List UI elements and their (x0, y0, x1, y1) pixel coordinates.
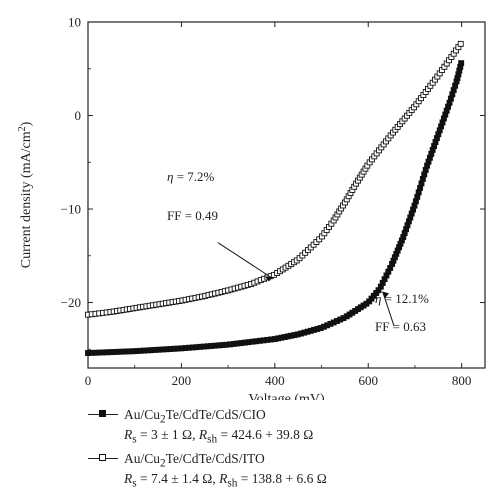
axis-ticks: 0 200 400 600 800 10 0 −10 −20 (61, 15, 485, 388)
data-point (458, 60, 465, 67)
legend-resistance-cio: Rs = 3 ± 1 Ω, Rsh = 424.6 + 39.8 Ω (124, 427, 314, 446)
open-square-marker-icon (99, 454, 106, 461)
annotation-arrow (217, 242, 273, 279)
y-tick-label: 0 (75, 108, 82, 123)
plot-frame (87, 21, 486, 369)
legend-resistance-ito: Rs = 7.4 ± 1.4 Ω, Rsh = 138.8 + 6.6 Ω (124, 471, 327, 490)
y-tick-label: −10 (61, 202, 81, 217)
y-tick-label: −20 (61, 295, 81, 310)
x-tick-label: 200 (172, 373, 192, 388)
legend-label-cio: Au/Cu2Te/CdTe/CdS/CIO (124, 407, 266, 426)
annotation-eta-cio: η = 12.1% (375, 291, 429, 306)
annotations: η = 7.2% FF = 0.49 η = 12.1% FF = 0.63 (167, 169, 429, 334)
plot-area (87, 21, 486, 369)
annotation-ff-cio: FF = 0.63 (375, 319, 426, 334)
x-axis-label: Voltage (mV) (248, 392, 325, 400)
filled-square-marker-icon (99, 410, 106, 417)
annotation-ff-ito: FF = 0.49 (167, 208, 218, 223)
jv-chart: 0 200 400 600 800 10 0 −10 −20 η = 7.2% FF = 0.49… (17, 15, 486, 400)
series-cio (85, 60, 465, 356)
x-tick-label: 400 (265, 373, 285, 388)
arrowhead-icon (381, 291, 389, 299)
legend-label-ito: Au/Cu2Te/CdTe/CdS/ITO (124, 451, 265, 470)
data-point (457, 40, 464, 47)
annotation-eta-ito: η = 7.2% (167, 169, 215, 184)
x-tick-label: 800 (452, 373, 472, 388)
series-ito (85, 40, 464, 318)
data-series (85, 40, 465, 356)
y-axis-label: Current density (mA/cm2) (17, 121, 34, 268)
x-tick-label: 0 (85, 373, 92, 388)
x-tick-label: 600 (358, 373, 378, 388)
y-tick-label: 10 (68, 15, 81, 30)
arrowhead-icon (264, 276, 273, 282)
